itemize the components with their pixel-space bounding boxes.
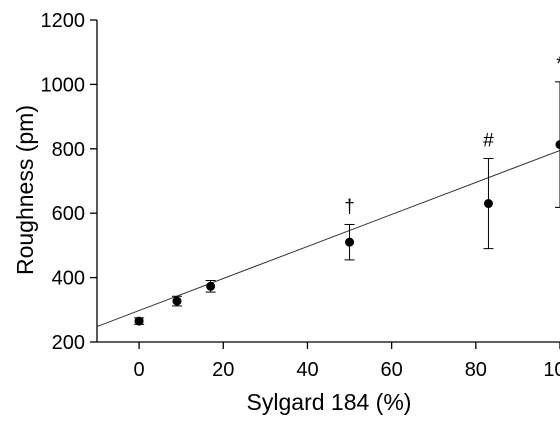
fit-line — [96, 149, 560, 328]
x-tick-label: 0 — [134, 359, 145, 381]
data-point — [345, 237, 355, 247]
data-point — [206, 281, 216, 291]
data-point — [172, 296, 182, 306]
data-point — [555, 140, 560, 150]
x-axis-title: Sylgard 184 (%) — [247, 389, 412, 415]
x-tick-label: 20 — [212, 359, 234, 381]
labels-group: Sylgard 184 (%) Roughness (pm) — [12, 105, 411, 415]
data-point — [134, 316, 144, 326]
y-tick-label: 800 — [52, 139, 85, 161]
fit-line-group — [96, 149, 560, 328]
y-tick-label: 400 — [52, 268, 85, 290]
y-tick-label: 200 — [52, 332, 85, 354]
x-tick-label: 60 — [381, 359, 403, 381]
data-point — [483, 199, 493, 209]
y-tick-label: 1000 — [41, 74, 86, 96]
y-tick-label: 1200 — [41, 10, 86, 32]
point-annotation: * — [556, 54, 560, 75]
x-tick-label: 40 — [296, 359, 318, 381]
axes: 200 400 600 800 1000 1200 0 20 40 60 80 100 — [41, 10, 560, 381]
point-annotation: † — [344, 196, 355, 217]
y-axis-title: Roughness (pm) — [12, 105, 38, 275]
y-tick-label: 600 — [52, 203, 85, 225]
x-tick-label: 100 — [543, 359, 560, 381]
point-annotation: # — [483, 130, 494, 151]
x-tick-label: 80 — [465, 359, 487, 381]
data-points-group: † # * — [134, 54, 560, 326]
